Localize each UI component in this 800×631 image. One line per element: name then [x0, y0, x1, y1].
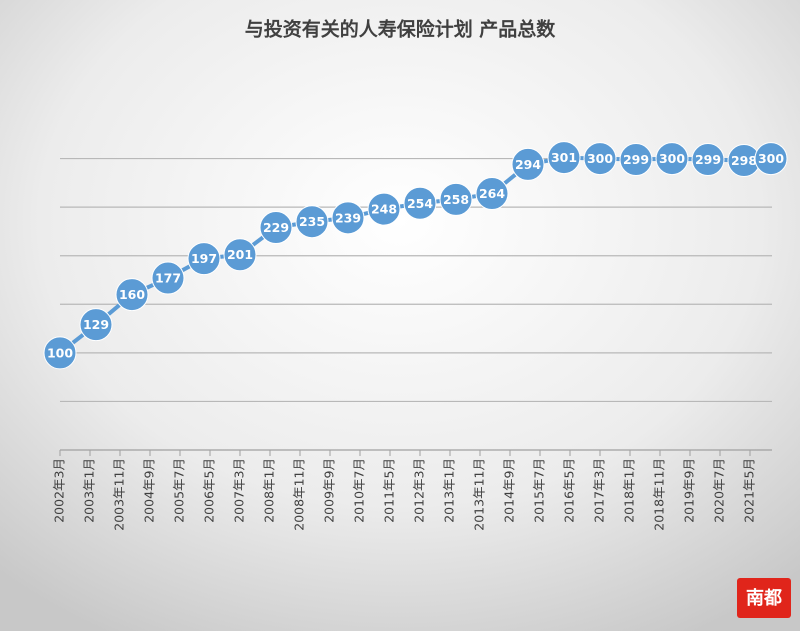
data-point	[331, 201, 365, 235]
data-label: 254	[407, 196, 433, 211]
data-point	[754, 142, 788, 176]
data-point	[691, 143, 725, 177]
data-label: 300	[758, 151, 784, 166]
data-point	[511, 147, 545, 181]
x-tick-label: 2019年9月	[682, 458, 697, 523]
x-tick-label: 2004年9月	[142, 458, 157, 523]
x-tick-label: 2008年11月	[292, 458, 307, 531]
chart-title: 与投资有关的人寿保险计划 产品总数	[245, 18, 557, 41]
data-point	[295, 205, 329, 239]
data-label: 100	[47, 345, 73, 360]
data-label: 298	[731, 153, 757, 168]
logo: 南都	[746, 587, 782, 609]
x-tick-label: 2006年5月	[202, 458, 217, 523]
x-tick-label: 2015年7月	[532, 458, 547, 523]
data-label: 300	[587, 151, 613, 166]
data-point	[79, 308, 113, 342]
data-point	[583, 142, 617, 176]
x-tick-label: 2002年3月	[52, 458, 67, 523]
data-point	[619, 143, 653, 177]
data-label: 197	[191, 251, 217, 266]
x-tick-label: 2018年1月	[622, 458, 637, 523]
data-point	[403, 186, 437, 220]
data-label: 294	[515, 157, 541, 172]
data-point	[43, 336, 77, 370]
x-tick-label: 2011年5月	[382, 458, 397, 523]
data-label: 300	[659, 151, 685, 166]
data-point	[151, 261, 185, 295]
data-label: 177	[155, 271, 181, 286]
x-tick-label: 2003年1月	[82, 458, 97, 523]
data-point	[223, 238, 257, 272]
data-point	[547, 141, 581, 175]
x-tick-label: 2007年3月	[232, 458, 247, 523]
x-tick-label: 2013年1月	[442, 458, 457, 523]
x-tick-label: 2020年7月	[712, 458, 727, 523]
data-label: 229	[263, 220, 289, 235]
data-label: 235	[299, 214, 325, 229]
x-tick-label: 2017年3月	[592, 458, 607, 523]
data-point	[475, 177, 509, 211]
data-point	[655, 142, 689, 176]
x-tick-label: 2009年9月	[322, 458, 337, 523]
data-label: 129	[83, 317, 109, 332]
x-tick-label: 2008年1月	[262, 458, 277, 523]
x-tick-label: 2012年3月	[412, 458, 427, 523]
data-label: 264	[479, 186, 505, 201]
x-tick-label: 2013年11月	[472, 458, 487, 531]
data-label: 299	[695, 152, 721, 167]
x-tick-label: 2003年11月	[112, 458, 127, 531]
data-point	[439, 182, 473, 216]
logo-box	[737, 578, 791, 618]
x-tick-label: 2018年11月	[652, 458, 667, 531]
data-point	[187, 242, 221, 276]
x-tick-label: 2014年9月	[502, 458, 517, 523]
plot-area: 2002年3月 2003年1月 2003年11月 2004年9月 2005年7月 2006…	[43, 141, 788, 531]
data-label: 248	[371, 202, 397, 217]
data-label: 201	[227, 247, 253, 262]
x-tick-label: 2021年5月	[742, 458, 757, 523]
data-label: 239	[335, 210, 361, 225]
data-label: 258	[443, 192, 469, 207]
x-tick-label: 2005年7月	[172, 458, 187, 523]
data-point	[115, 278, 149, 312]
data-label: 160	[119, 287, 145, 302]
data-point	[259, 211, 293, 245]
x-tick-label: 2016年5月	[562, 458, 577, 523]
x-tick-label: 2010年7月	[352, 458, 367, 523]
data-label: 299	[623, 152, 649, 167]
data-label: 301	[551, 150, 577, 165]
data-point	[367, 192, 401, 226]
